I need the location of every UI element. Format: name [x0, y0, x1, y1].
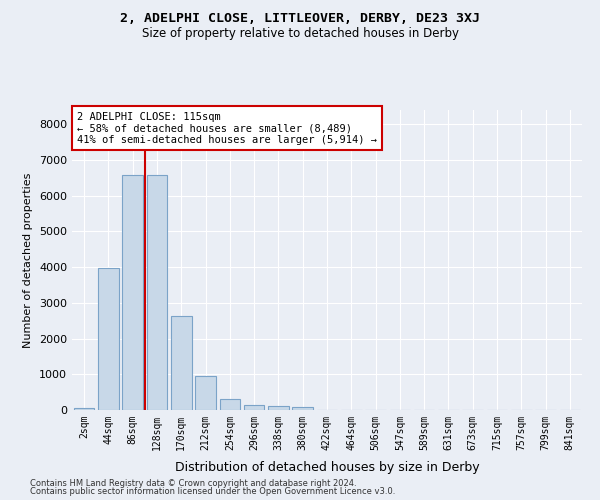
Text: Contains public sector information licensed under the Open Government Licence v3: Contains public sector information licen…	[30, 487, 395, 496]
Bar	[146, 175, 167, 410]
Bar	[171, 316, 191, 410]
Bar	[244, 406, 265, 410]
Bar	[74, 408, 94, 410]
Bar	[220, 399, 240, 410]
Y-axis label: Number of detached properties: Number of detached properties	[23, 172, 34, 348]
Bar	[268, 406, 289, 410]
X-axis label: Distribution of detached houses by size in Derby: Distribution of detached houses by size …	[175, 461, 479, 474]
Bar	[195, 376, 216, 410]
Bar	[292, 407, 313, 410]
Text: 2, ADELPHI CLOSE, LITTLEOVER, DERBY, DE23 3XJ: 2, ADELPHI CLOSE, LITTLEOVER, DERBY, DE2…	[120, 12, 480, 26]
Text: Contains HM Land Registry data © Crown copyright and database right 2024.: Contains HM Land Registry data © Crown c…	[30, 478, 356, 488]
Bar	[122, 175, 143, 410]
Text: 2 ADELPHI CLOSE: 115sqm
← 58% of detached houses are smaller (8,489)
41% of semi: 2 ADELPHI CLOSE: 115sqm ← 58% of detache…	[77, 112, 377, 144]
Bar	[98, 268, 119, 410]
Text: Size of property relative to detached houses in Derby: Size of property relative to detached ho…	[142, 28, 458, 40]
